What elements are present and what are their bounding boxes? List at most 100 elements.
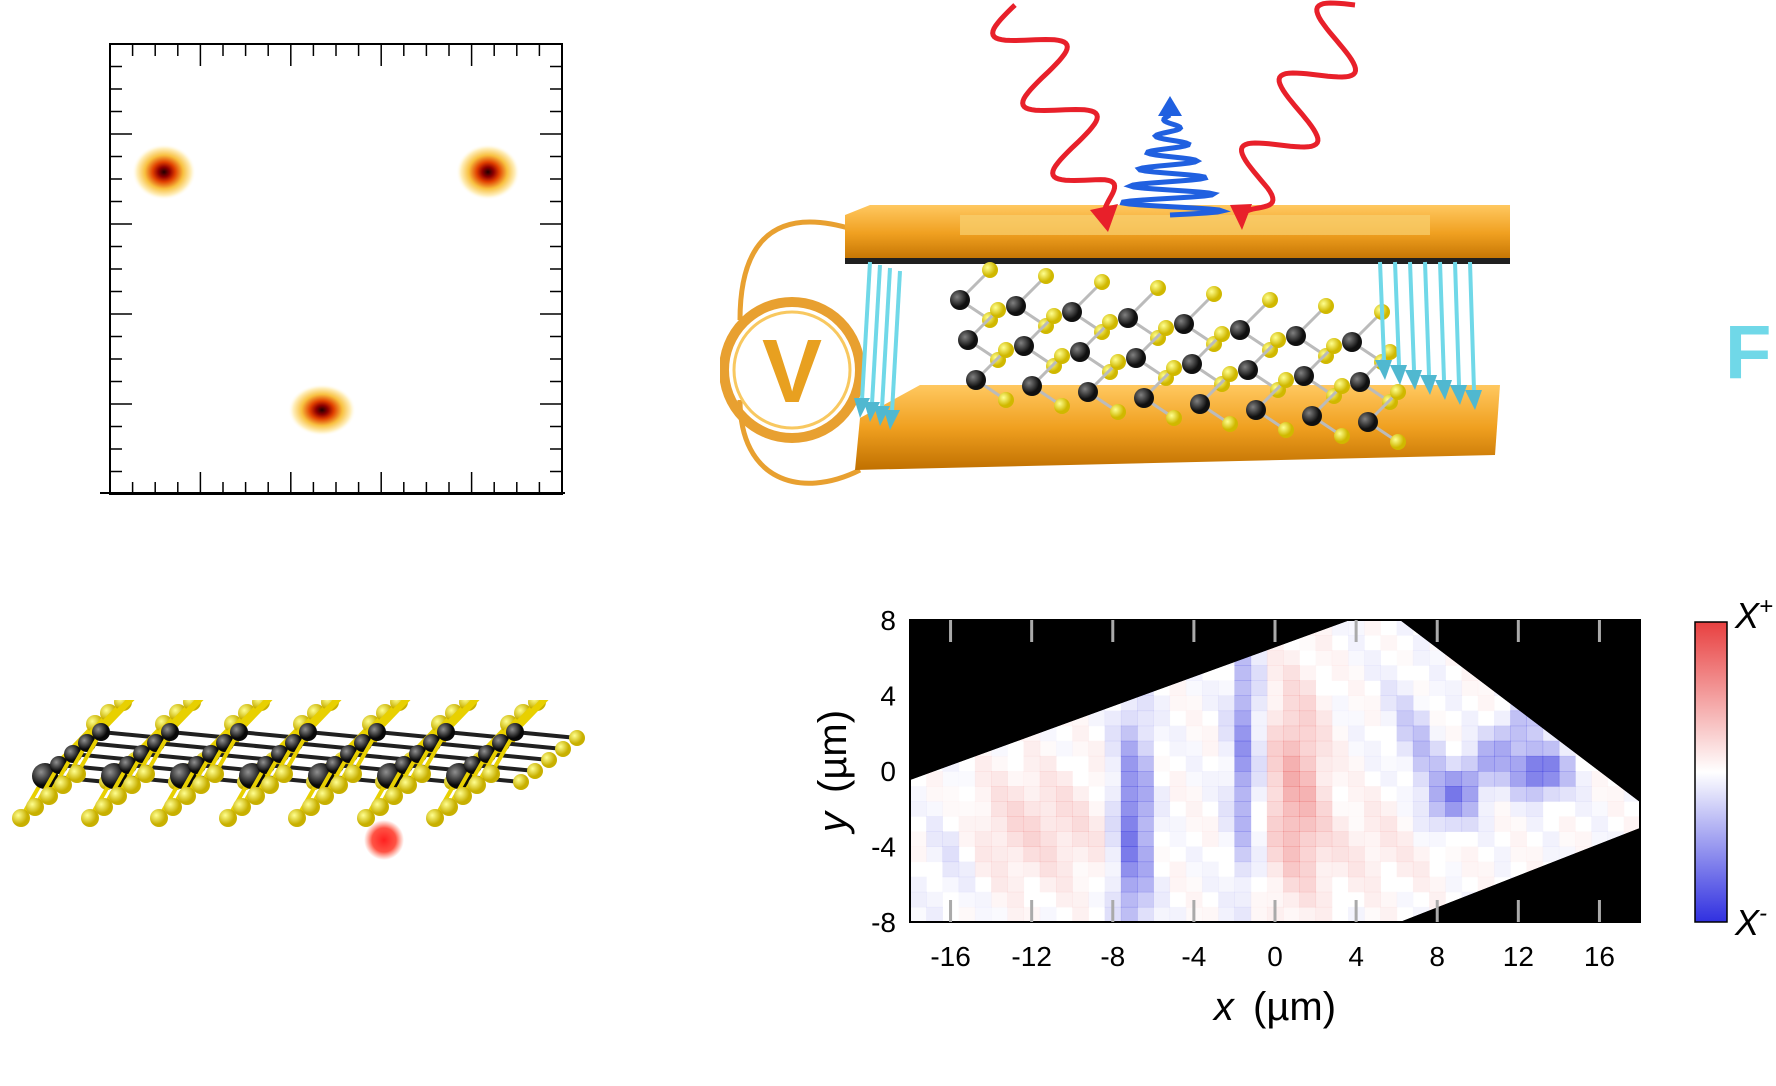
heatmap-cell: [1380, 816, 1398, 832]
metal-atom: [299, 723, 317, 741]
force-arrow: [1393, 261, 1401, 366]
heatmap-cell: [958, 816, 976, 832]
metal-atom: [1070, 342, 1090, 362]
heatmap-cell: [1364, 816, 1381, 832]
heatmap-cell: [1510, 620, 1527, 621]
heatmap-cell: [1218, 620, 1235, 621]
sulfur-atom: [1278, 372, 1294, 388]
sulfur-atom: [1390, 384, 1406, 400]
heatmap-cell: [1445, 680, 1463, 696]
sulfur-atom: [54, 776, 72, 794]
heatmap-cell: [1494, 740, 1511, 757]
heatmap-cell: [1283, 725, 1300, 742]
heatmap-cell: [1266, 755, 1284, 772]
force-arrowhead: [1390, 365, 1407, 385]
heatmap-cell: [1477, 695, 1495, 712]
metal-atom: [1294, 366, 1314, 386]
force-arrow: [880, 267, 892, 409]
heatmap-cell: [1266, 725, 1284, 742]
heatmap-cell: [1266, 846, 1284, 863]
heatmap-cell: [1234, 846, 1252, 863]
heatmap-cell: [1348, 725, 1365, 742]
heatmap-cell: [1526, 801, 1544, 817]
sulfur-atom: [1334, 378, 1350, 394]
sulfur-atom: [330, 776, 348, 794]
heatmap-cell: [1202, 906, 1219, 922]
force-arrows: [854, 261, 1482, 430]
heatmap-cell: [1461, 680, 1479, 696]
heatmap-cell: [1056, 861, 1073, 878]
heatmap-cell: [1072, 846, 1089, 863]
heatmap-cell: [1283, 801, 1300, 817]
heatmap-cell: [1266, 876, 1284, 893]
heatmap-cell: [926, 771, 943, 787]
heatmap-cell: [1477, 771, 1495, 787]
heatmap-cell: [1348, 635, 1365, 651]
heatmap-cell: [1153, 620, 1171, 621]
heatmap-cell: [1299, 665, 1317, 681]
heatmap-cell: [1559, 831, 1576, 847]
sulfur-atom: [247, 787, 265, 805]
heatmap-cell: [1510, 725, 1527, 742]
heatmap-cell: [1218, 725, 1235, 742]
heatmap-cell: [1266, 665, 1284, 681]
heatmap-cell: [1007, 831, 1025, 847]
heatmap-cell: [1332, 726, 1349, 742]
heatmap-cell: [1542, 786, 1560, 802]
metal-atom: [1302, 406, 1322, 426]
heatmap-cell: [1380, 695, 1398, 712]
heatmap-cell: [1412, 786, 1430, 802]
heatmap-cell: [958, 620, 976, 621]
heatmap-cell: [1039, 816, 1057, 832]
heatmap-cell: [1072, 891, 1089, 908]
heatmap-cell: [1088, 831, 1106, 847]
heatmap-cell: [1234, 695, 1252, 712]
device-schematic: V F: [719, 0, 1776, 540]
sulfur-atom: [1110, 354, 1126, 370]
heatmap-cell: [1023, 740, 1041, 757]
heatmap-cell: [974, 786, 992, 802]
heatmap-cell: [1315, 650, 1333, 666]
heatmap-cell: [1461, 816, 1479, 832]
heatmap-cell: [959, 907, 976, 923]
heatmap-cell: [1348, 605, 1365, 621]
heatmap-cell: [1412, 725, 1430, 742]
heatmap-cell: [1056, 771, 1073, 787]
heatmap-cell: [1039, 786, 1057, 802]
heatmap-cell: [1412, 771, 1430, 787]
heatmap-cell: [1461, 710, 1479, 727]
metal-atom: [368, 723, 386, 741]
heatmap-cell: [1104, 725, 1122, 742]
metal-atom: [1358, 412, 1378, 432]
heatmap-cell: [1251, 831, 1268, 847]
heatmap-cell: [974, 831, 992, 847]
sulfur-atom: [454, 787, 472, 805]
heatmap-cell: [1526, 725, 1544, 742]
heatmap-cell: [1088, 892, 1105, 908]
heatmap-cell: [1202, 786, 1219, 802]
diffraction-plot: [100, 43, 565, 495]
heatmap-cell: [1623, 816, 1640, 832]
heatmap-cell: [1169, 620, 1187, 621]
heatmap-cell: [1429, 771, 1446, 787]
heatmap-cell: [1186, 862, 1203, 878]
sulfur-atom: [261, 776, 279, 794]
heatmap-cell: [1575, 771, 1592, 787]
force-arrowhead: [1405, 370, 1422, 390]
x-tick-label: -4: [1181, 941, 1206, 972]
heatmap-cell: [1007, 876, 1025, 893]
heatmap-cell: [1072, 877, 1089, 893]
heatmap-cell: [1120, 710, 1138, 727]
heatmap-cell: [1380, 891, 1398, 908]
bond: [486, 752, 550, 762]
heatmap-cell: [1364, 620, 1381, 621]
heatmap-cell: [1153, 876, 1171, 893]
heatmap-cell: [1056, 891, 1073, 908]
heatmap-cell: [1023, 620, 1041, 621]
heatmap-cell: [1266, 740, 1284, 757]
sulfur-atom: [302, 798, 320, 816]
sulfur-atom: [998, 392, 1014, 408]
heatmap-cell: [1137, 695, 1154, 712]
heatmap-cell: [926, 786, 943, 802]
heatmap-cell: [1104, 740, 1122, 757]
